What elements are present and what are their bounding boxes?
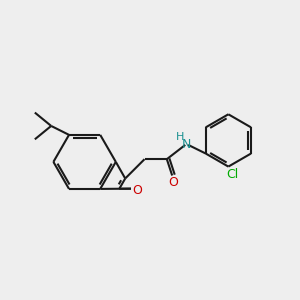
Text: O: O <box>133 184 142 197</box>
Text: N: N <box>182 138 191 151</box>
Text: O: O <box>168 176 178 189</box>
Text: Cl: Cl <box>226 168 238 182</box>
Text: H: H <box>176 132 184 142</box>
